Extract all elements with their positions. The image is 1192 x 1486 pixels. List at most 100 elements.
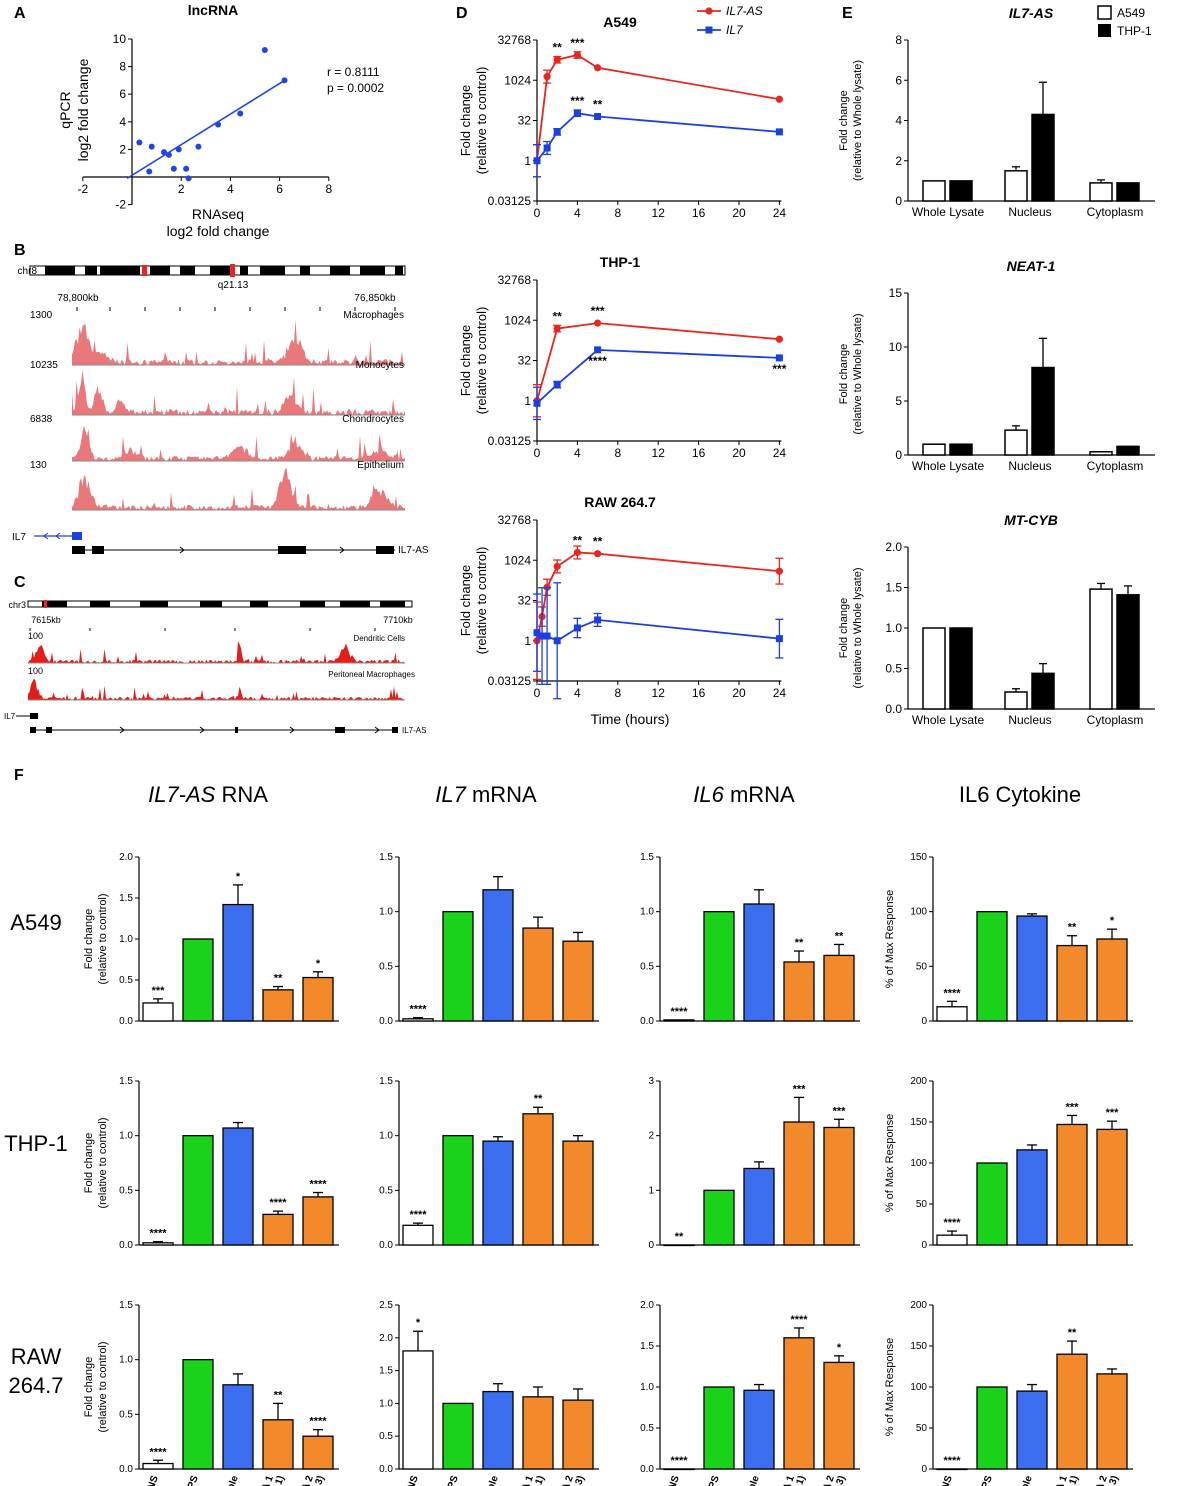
y-tick-label: 1.5 xyxy=(885,581,902,595)
significance-mark: *** xyxy=(833,1105,847,1117)
exon-block xyxy=(92,546,104,554)
bar-thp-1 xyxy=(949,627,973,710)
scatter-point xyxy=(136,139,143,146)
significance-mark: **** xyxy=(588,354,607,368)
category-label: (Exon 3) xyxy=(1097,1474,1121,1486)
x-tick-label: 12 xyxy=(652,206,666,220)
coordinate-label: 76,850kb xyxy=(354,293,396,304)
locus-marker xyxy=(44,600,47,608)
bar-a549 xyxy=(1089,182,1113,202)
significance-mark: ** xyxy=(553,41,563,55)
ideogram-band xyxy=(150,266,170,275)
y-tick-label: 1 xyxy=(524,634,531,648)
data-point xyxy=(543,632,551,640)
significance-mark: *** xyxy=(570,94,584,108)
scatter-point xyxy=(160,149,167,156)
bar-thp-1 xyxy=(949,180,973,202)
y-tick-label: 50 xyxy=(916,1199,928,1210)
y-tick-label: 100 xyxy=(910,1158,927,1169)
data-point xyxy=(553,128,561,136)
x-tick-label: 4 xyxy=(574,686,581,700)
significance-mark: *** xyxy=(570,36,584,50)
x-tick-label: 8 xyxy=(614,686,621,700)
category-label: Whole Lysate xyxy=(912,459,985,473)
bar-lna-2 xyxy=(302,976,334,1022)
bar-ns xyxy=(142,1242,174,1246)
category-label: NS xyxy=(940,1474,955,1486)
category-label: Scramble xyxy=(736,1474,762,1486)
y-tick-label: 0 xyxy=(648,1240,654,1251)
panel-letter-d: D xyxy=(456,5,468,22)
band-label: q21.13 xyxy=(218,280,249,291)
ideogram-band xyxy=(240,266,248,275)
bar-thp-1 xyxy=(1116,182,1140,202)
chart-title: MT-CYB xyxy=(1004,512,1058,528)
y-tick-label: 0 xyxy=(921,1240,927,1251)
x-tick-label: 0 xyxy=(534,446,541,460)
series-line-il7 xyxy=(536,112,780,162)
ideogram-band xyxy=(380,601,405,607)
bar-lna-1 xyxy=(522,1113,554,1246)
legend-marker xyxy=(705,7,713,15)
ideogram-band xyxy=(90,601,110,607)
y-tick-label: 2.0 xyxy=(119,852,133,863)
data-point xyxy=(775,635,783,643)
bar-lps xyxy=(703,1189,735,1246)
data-point xyxy=(594,346,602,354)
y-tick-label: 0.0 xyxy=(119,1016,133,1027)
bar-lps xyxy=(703,911,735,1022)
bar-scramble xyxy=(222,903,254,1022)
significance-mark: **** xyxy=(269,1197,287,1209)
ideogram-band xyxy=(360,266,385,275)
category-label: NS xyxy=(406,1474,421,1486)
y-axis-label: Fold change xyxy=(458,85,473,157)
y-tick-label: 2 xyxy=(648,1131,654,1142)
significance-mark: *** xyxy=(793,1083,807,1095)
chart-title: lncRNA xyxy=(188,2,239,18)
data-point xyxy=(533,629,541,637)
category-label: Cytoplasm xyxy=(1087,713,1144,727)
column-title: IL6 Cytokine xyxy=(959,782,1081,807)
significance-mark: ** xyxy=(573,533,583,547)
gene-label-il7as: IL7-AS xyxy=(402,726,426,735)
bar-lna-2 xyxy=(823,1361,855,1470)
ideogram-band xyxy=(42,601,67,607)
centromere-marker xyxy=(142,265,147,276)
data-point xyxy=(775,95,784,103)
y-tick-label: 150 xyxy=(910,1117,927,1128)
significance-mark: **** xyxy=(790,1314,808,1326)
bar-lps xyxy=(442,1402,474,1470)
y-tick-label: 8 xyxy=(119,60,126,74)
y-tick-label: 1.0 xyxy=(119,934,133,945)
y-tick-label: 0.5 xyxy=(885,662,902,676)
scatter-point xyxy=(148,143,155,150)
panel-letter-b: B xyxy=(14,242,26,259)
y-tick-label: 1.0 xyxy=(119,1355,133,1366)
y-tick-label: 1024 xyxy=(504,313,531,327)
ideogram-band xyxy=(340,601,370,607)
data-point xyxy=(775,335,784,343)
y-tick-label: 0.5 xyxy=(119,975,133,986)
bar-lna-2 xyxy=(302,1196,334,1246)
scatter-point xyxy=(261,47,268,54)
y-tick-label: 32 xyxy=(518,354,532,368)
strand-arrows xyxy=(119,726,380,734)
bar-thp-1 xyxy=(1031,366,1055,456)
y-tick-label: 150 xyxy=(910,1341,927,1352)
y-tick-label: 1.5 xyxy=(119,893,133,904)
y-tick-label: 1024 xyxy=(504,553,531,567)
y-tick-label: 1.5 xyxy=(640,1341,654,1352)
data-point xyxy=(594,616,602,624)
column-title-italic: IL7-AS xyxy=(148,782,216,807)
x-tick-label: 2 xyxy=(178,182,185,196)
significance-mark: *** xyxy=(772,362,786,376)
coverage-track-peritoneal-macrophages xyxy=(28,678,405,700)
y-tick-label: 150 xyxy=(910,852,927,863)
coverage-track-dendritic-cells xyxy=(28,641,405,663)
y-axis-label: log2 fold change xyxy=(75,58,91,161)
track-name: Chondrocytes xyxy=(342,414,404,425)
bar-a549 xyxy=(1004,429,1028,456)
bar-lps xyxy=(976,1386,1008,1470)
scatter-point xyxy=(237,110,244,117)
significance-mark: * xyxy=(1110,915,1115,927)
